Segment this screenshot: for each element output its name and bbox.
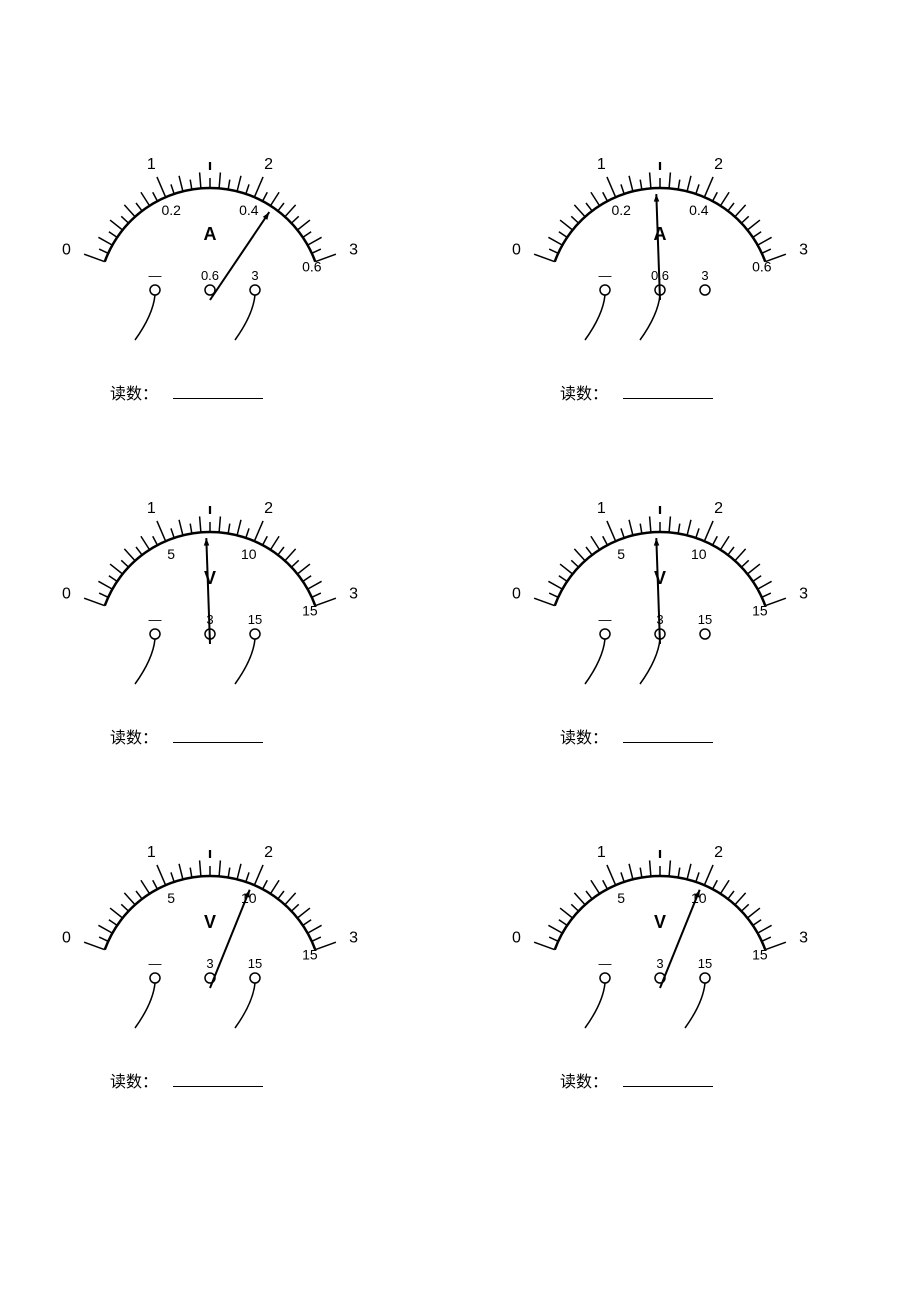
svg-text:15: 15 bbox=[698, 956, 712, 971]
svg-text:1: 1 bbox=[597, 500, 606, 517]
svg-text:0: 0 bbox=[512, 241, 521, 258]
svg-text:2: 2 bbox=[714, 844, 723, 861]
reading-label: 读数： bbox=[110, 380, 158, 404]
meter-5: 012351015V—315读数： bbox=[500, 808, 870, 1092]
svg-text:2: 2 bbox=[264, 156, 273, 173]
svg-text:15: 15 bbox=[248, 612, 262, 627]
meter-3: 0 1 2 3 5 10 15 V — 3 15 读数： bbox=[500, 464, 870, 748]
reading-row: 读数： bbox=[560, 1068, 713, 1092]
meter-dial: 012351015V—315 bbox=[500, 808, 820, 1048]
svg-text:15: 15 bbox=[302, 946, 318, 962]
svg-text:—: — bbox=[149, 612, 162, 627]
svg-text:V: V bbox=[654, 912, 666, 932]
svg-text:A: A bbox=[204, 224, 217, 244]
svg-text:—: — bbox=[599, 612, 612, 627]
meter-dial: 0 1 2 3 0.2 0.4 0.6 A — 0.6 3 bbox=[500, 120, 820, 360]
meter-dial: 0 1 2 3 0.2 0.4 0.6 A — 0.6 3 bbox=[50, 120, 370, 360]
meter-dial: 012351015V—315 bbox=[50, 808, 370, 1048]
svg-text:10: 10 bbox=[241, 546, 257, 562]
svg-text:0: 0 bbox=[512, 585, 521, 602]
svg-text:3: 3 bbox=[349, 241, 358, 258]
svg-text:3: 3 bbox=[251, 268, 258, 283]
reading-blank bbox=[173, 383, 263, 399]
svg-text:15: 15 bbox=[698, 612, 712, 627]
reading-row: 读数： bbox=[560, 380, 713, 404]
svg-text:0.6: 0.6 bbox=[651, 268, 669, 283]
reading-row: 读数： bbox=[110, 1068, 263, 1092]
svg-text:3: 3 bbox=[206, 956, 213, 971]
svg-text:15: 15 bbox=[752, 946, 768, 962]
svg-text:1: 1 bbox=[147, 156, 156, 173]
meter-dial: 0 1 2 3 5 10 15 V — 3 15 bbox=[500, 464, 820, 704]
reading-row: 读数： bbox=[110, 724, 263, 748]
meter-2: 0 1 2 3 5 10 15 V — 3 15 读数： bbox=[50, 464, 420, 748]
svg-text:0.6: 0.6 bbox=[201, 268, 219, 283]
svg-text:—: — bbox=[149, 268, 162, 283]
svg-text:5: 5 bbox=[617, 546, 625, 562]
svg-text:1: 1 bbox=[147, 500, 156, 517]
svg-text:2: 2 bbox=[714, 156, 723, 173]
meter-0: 0 1 2 3 0.2 0.4 0.6 A — 0.6 3 读数： bbox=[50, 120, 420, 404]
reading-label: 读数： bbox=[560, 724, 608, 748]
svg-text:0.2: 0.2 bbox=[161, 202, 181, 218]
svg-text:3: 3 bbox=[349, 585, 358, 602]
reading-blank bbox=[623, 383, 713, 399]
svg-text:2: 2 bbox=[264, 844, 273, 861]
meter-dial: 0 1 2 3 5 10 15 V — 3 15 bbox=[50, 464, 370, 704]
meter-1: 0 1 2 3 0.2 0.4 0.6 A — 0.6 3 读数： bbox=[500, 120, 870, 404]
reading-blank bbox=[173, 1071, 263, 1087]
svg-text:V: V bbox=[204, 912, 216, 932]
svg-text:—: — bbox=[149, 956, 162, 971]
svg-text:—: — bbox=[599, 268, 612, 283]
reading-label: 读数： bbox=[560, 380, 608, 404]
svg-text:0: 0 bbox=[62, 585, 71, 602]
svg-text:10: 10 bbox=[691, 546, 707, 562]
svg-text:2: 2 bbox=[264, 500, 273, 517]
svg-text:3: 3 bbox=[799, 929, 808, 946]
svg-text:5: 5 bbox=[167, 546, 175, 562]
svg-text:3: 3 bbox=[206, 612, 213, 627]
svg-text:A: A bbox=[654, 224, 667, 244]
svg-text:3: 3 bbox=[656, 956, 663, 971]
reading-label: 读数： bbox=[110, 724, 158, 748]
svg-text:15: 15 bbox=[302, 602, 318, 618]
svg-text:5: 5 bbox=[617, 890, 625, 906]
svg-text:1: 1 bbox=[147, 844, 156, 861]
svg-text:3: 3 bbox=[799, 241, 808, 258]
svg-text:15: 15 bbox=[248, 956, 262, 971]
svg-text:3: 3 bbox=[701, 268, 708, 283]
meter-grid: 0 1 2 3 0.2 0.4 0.6 A — 0.6 3 读数： 0 1 2 3 0.2 0.4 0.6 A — 0.6… bbox=[50, 120, 870, 1092]
svg-text:0.2: 0.2 bbox=[611, 202, 631, 218]
reading-blank bbox=[173, 727, 263, 743]
reading-row: 读数： bbox=[110, 380, 263, 404]
svg-text:3: 3 bbox=[349, 929, 358, 946]
svg-text:0.4: 0.4 bbox=[239, 202, 259, 218]
reading-row: 读数： bbox=[560, 724, 713, 748]
svg-text:0.6: 0.6 bbox=[302, 258, 322, 274]
svg-text:—: — bbox=[599, 956, 612, 971]
svg-text:2: 2 bbox=[714, 500, 723, 517]
svg-text:5: 5 bbox=[167, 890, 175, 906]
reading-blank bbox=[623, 1071, 713, 1087]
reading-label: 读数： bbox=[560, 1068, 608, 1092]
reading-blank bbox=[623, 727, 713, 743]
svg-text:3: 3 bbox=[799, 585, 808, 602]
meter-4: 012351015V—315读数： bbox=[50, 808, 420, 1092]
svg-text:V: V bbox=[204, 568, 216, 588]
svg-text:1: 1 bbox=[597, 844, 606, 861]
svg-text:0: 0 bbox=[62, 929, 71, 946]
svg-text:0: 0 bbox=[512, 929, 521, 946]
svg-text:V: V bbox=[654, 568, 666, 588]
reading-label: 读数： bbox=[110, 1068, 158, 1092]
svg-text:15: 15 bbox=[752, 602, 768, 618]
svg-text:0.6: 0.6 bbox=[752, 258, 772, 274]
svg-text:0.4: 0.4 bbox=[689, 202, 709, 218]
svg-text:1: 1 bbox=[597, 156, 606, 173]
svg-text:3: 3 bbox=[656, 612, 663, 627]
svg-text:0: 0 bbox=[62, 241, 71, 258]
